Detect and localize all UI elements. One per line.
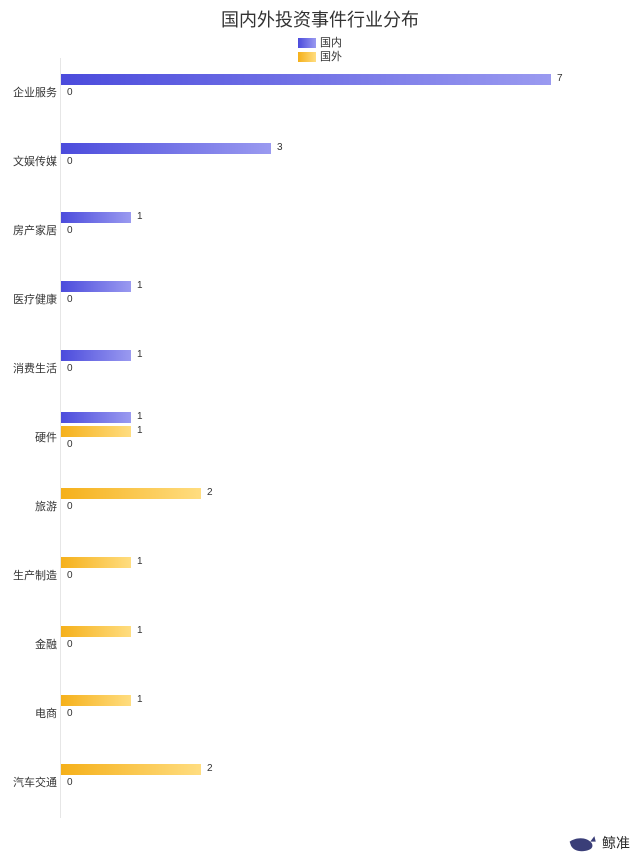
bar-s1 [61, 212, 131, 223]
bar-value-label: 0 [67, 501, 73, 512]
bar-s1 [61, 143, 271, 154]
legend-item-domestic: 国内 [0, 36, 640, 50]
bar-value-label: 0 [67, 294, 73, 305]
category-row: 金融10 [61, 610, 620, 679]
whale-icon [568, 832, 596, 854]
bar-value-label: 1 [137, 694, 143, 705]
category-label: 电商 [3, 707, 57, 719]
category-row: 企业服务70 [61, 58, 620, 127]
chart-title: 国内外投资事件行业分布 [0, 0, 640, 32]
category-row: 汽车交通20 [61, 748, 620, 817]
brand-text: 鲸准 [602, 833, 630, 853]
category-row: 旅游20 [61, 472, 620, 541]
category-label: 汽车交通 [3, 776, 57, 788]
bar-s2 [61, 764, 201, 775]
category-label: 文娱传媒 [3, 155, 57, 167]
bar-value-label: 0 [67, 363, 73, 374]
bar-value-label: 0 [67, 570, 73, 581]
category-row: 硬件110 [61, 403, 620, 472]
bar-value-label: 1 [137, 625, 143, 636]
bar-value-label: 0 [67, 708, 73, 719]
category-row: 消费生活10 [61, 334, 620, 403]
bar-s1 [61, 350, 131, 361]
bar-s1 [61, 281, 131, 292]
bar-s2 [61, 626, 131, 637]
bar-value-label: 2 [207, 487, 213, 498]
bar-value-label: 0 [67, 777, 73, 788]
bar-value-label: 1 [137, 280, 143, 291]
category-row: 医疗健康10 [61, 265, 620, 334]
category-label: 医疗健康 [3, 293, 57, 305]
bar-s1 [61, 74, 551, 85]
category-row: 生产制造10 [61, 541, 620, 610]
bar-value-label: 1 [137, 211, 143, 222]
bar-value-label: 3 [277, 142, 283, 153]
bar-s1 [61, 412, 131, 423]
legend-label-domestic: 国内 [320, 36, 342, 50]
category-row: 房产家居10 [61, 196, 620, 265]
bar-s2 [61, 695, 131, 706]
bar-value-label: 0 [67, 156, 73, 167]
bar-value-label: 1 [137, 349, 143, 360]
bar-value-label: 0 [67, 87, 73, 98]
bar-value-label: 0 [67, 225, 73, 236]
bar-value-label: 1 [137, 556, 143, 567]
category-row: 文娱传媒30 [61, 127, 620, 196]
category-label: 企业服务 [3, 86, 57, 98]
legend-swatch-domestic [298, 38, 316, 48]
bar-value-label: 1 [137, 425, 143, 436]
bar-s2 [61, 557, 131, 568]
bar-value-label: 7 [557, 73, 563, 84]
category-label: 硬件 [3, 431, 57, 443]
category-label: 旅游 [3, 500, 57, 512]
category-label: 房产家居 [3, 224, 57, 236]
bar-value-label: 0 [67, 439, 73, 450]
category-label: 生产制造 [3, 569, 57, 581]
bar-value-label: 2 [207, 763, 213, 774]
category-label: 消费生活 [3, 362, 57, 374]
chart-container: 国内外投资事件行业分布 国内 国外 企业服务70文娱传媒30房产家居10医疗健康… [0, 0, 640, 862]
category-label: 金融 [3, 638, 57, 650]
bar-s2 [61, 426, 131, 437]
brand-logo: 鲸准 [568, 832, 630, 854]
category-row: 电商10 [61, 679, 620, 748]
bar-value-label: 1 [137, 411, 143, 422]
bar-s2 [61, 488, 201, 499]
plot-area: 企业服务70文娱传媒30房产家居10医疗健康10消费生活10硬件110旅游20生… [60, 58, 620, 818]
bar-value-label: 0 [67, 639, 73, 650]
